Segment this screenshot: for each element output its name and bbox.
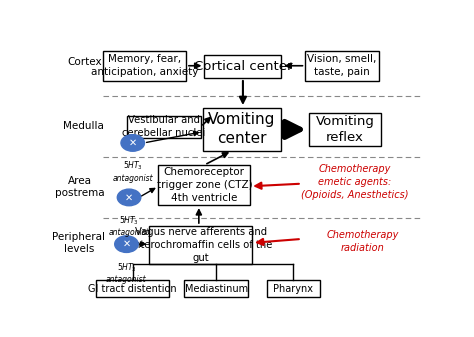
Text: Peripheral
levels: Peripheral levels xyxy=(52,232,105,254)
Text: Memory, fear,
anticipation, anxiety: Memory, fear, anticipation, anxiety xyxy=(91,54,198,77)
FancyBboxPatch shape xyxy=(149,226,252,264)
FancyBboxPatch shape xyxy=(305,51,379,81)
FancyBboxPatch shape xyxy=(158,165,250,205)
FancyBboxPatch shape xyxy=(184,280,248,297)
Text: Vestibular and
cerebellar nuclei: Vestibular and cerebellar nuclei xyxy=(122,115,206,138)
Text: $5HT_3$
antagonist: $5HT_3$ antagonist xyxy=(106,261,147,284)
Text: Vomiting
reflex: Vomiting reflex xyxy=(315,115,374,144)
Text: Chemoreceptor
trigger zone (CTZ)
4th ventricle: Chemoreceptor trigger zone (CTZ) 4th ven… xyxy=(156,167,252,203)
Circle shape xyxy=(117,189,141,206)
Text: Medulla: Medulla xyxy=(63,121,103,131)
FancyBboxPatch shape xyxy=(103,51,186,81)
Text: Vagus nerve afferents and
enterochromaffin cells of the
gut: Vagus nerve afferents and enterochromaff… xyxy=(128,227,273,263)
Text: Pharynx: Pharynx xyxy=(273,284,313,294)
FancyBboxPatch shape xyxy=(267,280,320,297)
Text: $5HT_3$
antagonist: $5HT_3$ antagonist xyxy=(112,160,153,183)
Text: Cortical center: Cortical center xyxy=(194,60,292,73)
Circle shape xyxy=(121,135,145,151)
FancyBboxPatch shape xyxy=(202,108,282,151)
Text: Vision, smell,
taste, pain: Vision, smell, taste, pain xyxy=(308,54,377,77)
Text: ✕: ✕ xyxy=(125,192,133,203)
Text: GI tract distention: GI tract distention xyxy=(89,284,177,294)
FancyBboxPatch shape xyxy=(204,55,282,78)
Text: Chemotherapy
radiation: Chemotherapy radiation xyxy=(326,230,399,253)
Text: Chemotherapy
emetic agents:
(Opioids, Anesthetics): Chemotherapy emetic agents: (Opioids, An… xyxy=(301,164,409,200)
Text: ✕: ✕ xyxy=(128,138,137,148)
FancyBboxPatch shape xyxy=(127,116,201,138)
FancyBboxPatch shape xyxy=(309,113,381,146)
Circle shape xyxy=(115,236,138,252)
Text: Area
postrema: Area postrema xyxy=(55,176,105,198)
Text: Vomiting
center: Vomiting center xyxy=(208,112,276,146)
Text: $5HT_3$
antagonist: $5HT_3$ antagonist xyxy=(109,214,149,237)
FancyBboxPatch shape xyxy=(96,280,170,297)
Text: Cortex: Cortex xyxy=(68,58,102,67)
Text: Mediastinum: Mediastinum xyxy=(185,284,248,294)
Text: ✕: ✕ xyxy=(122,239,130,249)
